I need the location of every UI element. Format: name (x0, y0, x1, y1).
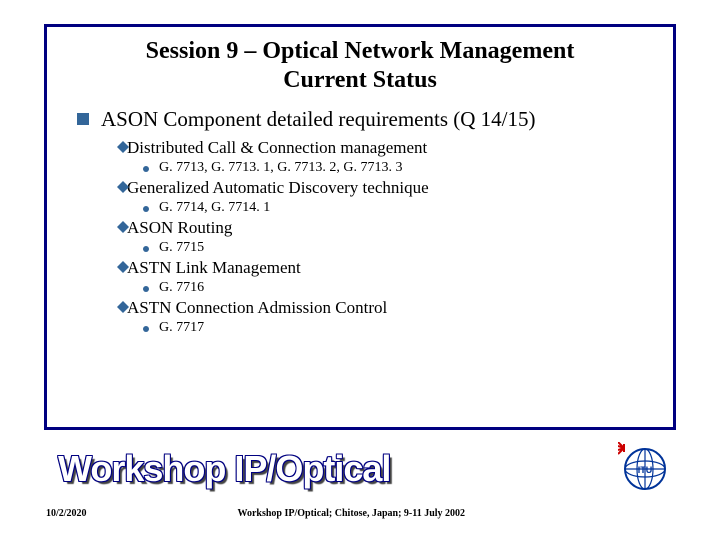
item-label: ASTN Link Management (127, 258, 301, 278)
svg-text:ITU: ITU (638, 465, 653, 475)
bullet-level-2: ASTN Link Management (117, 258, 643, 278)
bullet-level-3: G. 7717 (143, 320, 643, 336)
footer-venue: Workshop IP/Optical; Chitose, Japan; 9-1… (87, 508, 616, 519)
bullet-level-2: ASON Routing (117, 218, 643, 238)
slide-content: ASON Component detailed requirements (Q … (47, 101, 673, 348)
item-label: Generalized Automatic Discovery techniqu… (127, 178, 429, 198)
square-bullet-icon (77, 113, 89, 125)
dot-bullet-icon (143, 166, 149, 172)
bullet-level-2: Generalized Automatic Discovery techniqu… (117, 178, 643, 198)
bullet-level-3: G. 7714, G. 7714. 1 (143, 200, 643, 216)
item-detail: G. 7713, G. 7713. 1, G. 7713. 2, G. 7713… (159, 160, 402, 176)
item-label: Distributed Call & Connection management (127, 138, 427, 158)
item-label: ASTN Connection Admission Control (127, 298, 387, 318)
bullet-level-3: G. 7715 (143, 240, 643, 256)
bullet-level-2: ASTN Connection Admission Control (117, 298, 643, 318)
main-point-text: ASON Component detailed requirements (Q … (101, 107, 536, 132)
item-detail: G. 7715 (159, 240, 204, 256)
bullet-level-3: G. 7713, G. 7713. 1, G. 7713. 2, G. 7713… (143, 160, 643, 176)
item-detail: G. 7716 (159, 280, 204, 296)
dot-bullet-icon (143, 246, 149, 252)
title-line-1: Session 9 – Optical Network Management (146, 38, 575, 64)
dot-bullet-icon (143, 206, 149, 212)
slide-footer: Workshop IP/Optical ITU 10/2/2020 Worksh… (0, 430, 720, 540)
item-detail: G. 7714, G. 7714. 1 (159, 200, 270, 216)
footer-bottom-row: 10/2/2020 Workshop IP/Optical; Chitose, … (44, 508, 676, 527)
sub-list: Distributed Call & Connection management… (117, 138, 643, 336)
item-label: ASON Routing (127, 218, 232, 238)
item-detail: G. 7717 (159, 320, 204, 336)
title-line-2: Current Status (283, 67, 437, 93)
bullet-level-3: G. 7716 (143, 280, 643, 296)
bullet-level-1: ASON Component detailed requirements (Q … (77, 107, 643, 132)
banner-title: Workshop IP/Optical (48, 448, 390, 490)
dot-bullet-icon (143, 286, 149, 292)
slide-title: Session 9 – Optical Network Management C… (47, 27, 673, 101)
slide-frame: Session 9 – Optical Network Management C… (44, 24, 676, 430)
footer-banner-row: Workshop IP/Optical ITU (44, 430, 676, 508)
dot-bullet-icon (143, 326, 149, 332)
footer-date: 10/2/2020 (44, 508, 87, 519)
bullet-level-2: Distributed Call & Connection management (117, 138, 643, 158)
itu-logo-icon: ITU (618, 442, 672, 496)
